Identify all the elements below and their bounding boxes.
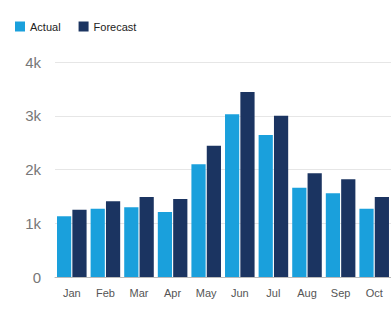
svg-text:Jan: Jan: [63, 287, 81, 299]
svg-text:Jul: Jul: [266, 287, 280, 299]
svg-text:Apr: Apr: [164, 287, 181, 299]
svg-text:Forecast: Forecast: [94, 21, 137, 33]
svg-text:3k: 3k: [25, 107, 41, 124]
svg-text:Sep: Sep: [331, 287, 351, 299]
svg-text:Oct: Oct: [366, 287, 383, 299]
svg-text:2k: 2k: [25, 161, 41, 178]
svg-text:Aug: Aug: [297, 287, 317, 299]
svg-text:Jun: Jun: [231, 287, 249, 299]
svg-text:1k: 1k: [25, 215, 41, 232]
svg-text:4k: 4k: [25, 54, 41, 71]
svg-text:0: 0: [33, 269, 41, 286]
svg-text:Feb: Feb: [96, 287, 115, 299]
svg-text:May: May: [196, 287, 217, 299]
svg-text:Actual: Actual: [30, 21, 61, 33]
svg-text:Mar: Mar: [130, 287, 149, 299]
